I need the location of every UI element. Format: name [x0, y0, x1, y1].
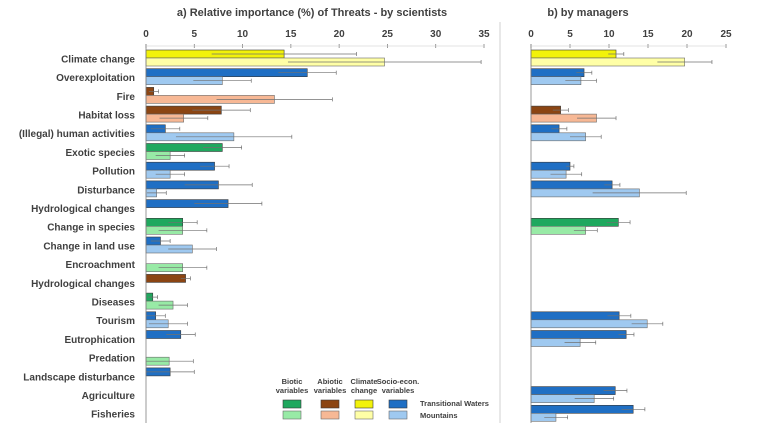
category-label-hydrological-changes: Hydrological changes	[31, 279, 135, 290]
legend-label-biotic: Biotic variables	[276, 377, 309, 395]
legend-swatch-tw-socio-econ-variables	[388, 399, 408, 409]
legend-series-tw: Transitional Waters	[420, 399, 489, 408]
category-label-change-in-land-use: Change in land use	[43, 241, 135, 252]
category-label-climate-change: Climate change	[61, 54, 135, 65]
legend-swatch-tw-biotic-variables	[282, 399, 302, 409]
x-tick-label-p0-20: 20	[334, 29, 346, 40]
category-label-habitat-loss: Habitat loss	[78, 110, 135, 121]
bar-p1-mt-tourism	[530, 319, 648, 329]
x-tick-label-p1-10: 10	[603, 29, 615, 40]
category-label-pollution: Pollution	[92, 167, 135, 178]
category-label-disturbance: Disturbance	[77, 185, 135, 196]
title-scientists: a) Relative importance (%) of Threats - …	[177, 7, 447, 19]
x-tick-label-p0-35: 35	[478, 29, 490, 40]
legend: Biotic variables Abiotic variables Climate…	[276, 377, 489, 420]
category-label-diseases: Diseases	[92, 297, 136, 308]
category-label-hydrological-changes: Hydrological changes	[31, 204, 135, 215]
bar-p1-tw-disturbance	[530, 180, 613, 190]
legend-label-abiotic: Abiotic variables	[314, 377, 347, 395]
category-label-change-in-species: Change in species	[47, 223, 135, 234]
legend-label-climate: Climate change	[350, 377, 377, 395]
legend-swatch-mt-climate-change	[354, 410, 374, 420]
category-label-tourism: Tourism	[96, 316, 135, 327]
x-tick-label-p1-15: 15	[642, 29, 654, 40]
category-label-exotic-species: Exotic species	[66, 148, 136, 159]
bar-p0-tw-hydrological-changes	[145, 274, 186, 283]
x-tick-label-p1-25: 25	[720, 29, 732, 40]
bar-p1-tw-pollution	[530, 161, 571, 171]
bar-p1-tw-agriculture	[530, 386, 616, 395]
axes: 0 5 10 15 20 25 30 35 0 5 10 15 20 25	[143, 29, 732, 423]
bar-p1-tw-fisheries	[530, 404, 634, 414]
category-label-landscape-disturbance: Landscape disturbance	[23, 372, 135, 383]
category-label-eutrophication: Eutrophication	[64, 335, 135, 346]
legend-swatch-mt-socio-econ-variables	[388, 410, 408, 420]
x-tick-label-p1-5: 5	[567, 29, 573, 40]
bars	[145, 49, 713, 422]
x-tick-label-p0-10: 10	[237, 29, 249, 40]
category-label-illegal-human-activities: (Illegal) human activities	[19, 129, 136, 140]
title-managers: b) by managers	[547, 7, 628, 19]
category-label-agriculture: Agriculture	[82, 391, 136, 402]
legend-swatches	[282, 399, 408, 420]
legend-swatch-mt-biotic-variables	[282, 410, 302, 420]
legend-swatch-mt-abiotic-variables	[320, 410, 340, 420]
x-tick-label-p0-15: 15	[285, 29, 297, 40]
bar-p1-tw-overexploitation	[530, 68, 585, 77]
legend-swatch-tw-climate-change	[354, 399, 374, 409]
category-labels: Climate change Overexploitation Fire Habita…	[19, 54, 136, 420]
bar-p1-tw-eutrophication	[530, 330, 627, 339]
category-label-fisheries: Fisheries	[91, 410, 135, 421]
category-label-predation: Predation	[89, 354, 135, 365]
legend-series-mt: Mountains	[420, 411, 458, 420]
x-tick-label-p0-25: 25	[382, 29, 394, 40]
legend-swatch-tw-abiotic-variables	[320, 399, 340, 409]
x-tick-label-p0-0: 0	[143, 29, 149, 40]
x-tick-label-p1-0: 0	[528, 29, 534, 40]
x-tick-label-p0-30: 30	[430, 29, 442, 40]
bar-p1-tw-tourism	[530, 311, 620, 321]
bar-p1-tw-climate-change	[530, 49, 617, 59]
x-tick-label-p1-20: 20	[681, 29, 693, 40]
category-label-fire: Fire	[117, 92, 136, 103]
bar-p1-tw-change-in-species	[530, 218, 619, 227]
legend-label-socioecon: Socio-econ. variables	[377, 377, 420, 395]
category-label-overexploitation: Overexploitation	[56, 73, 135, 84]
x-tick-label-p0-5: 5	[192, 29, 198, 40]
category-label-encroachment: Encroachment	[66, 260, 136, 271]
